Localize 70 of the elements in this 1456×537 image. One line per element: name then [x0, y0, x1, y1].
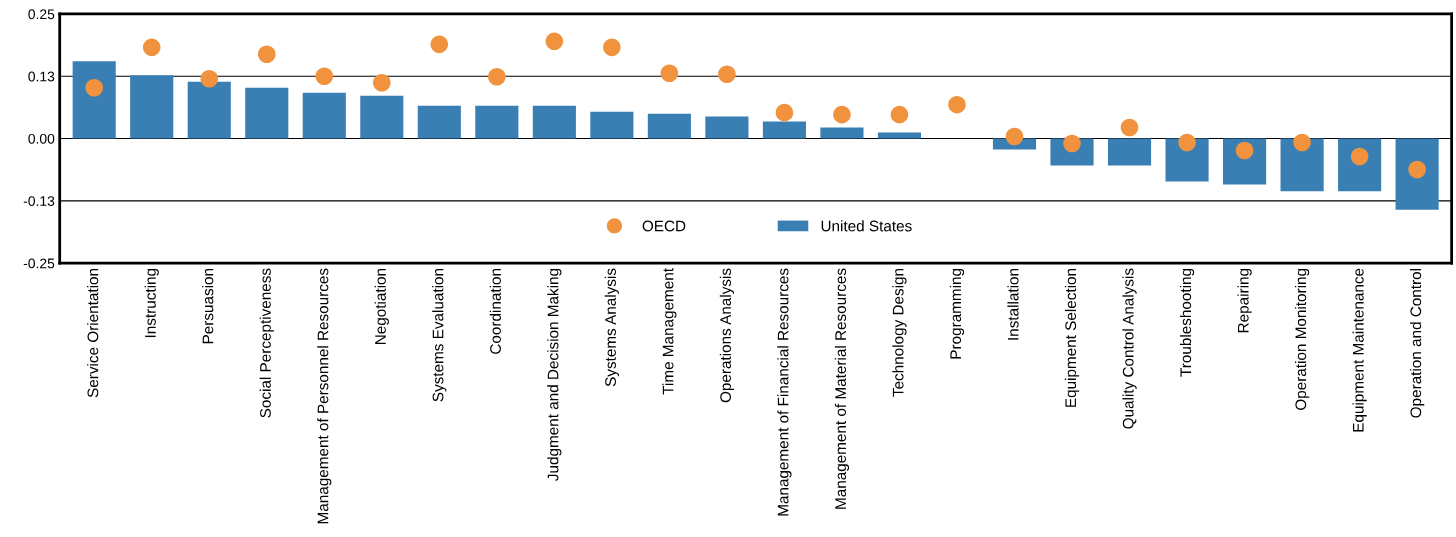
bar [72, 61, 116, 139]
point [257, 45, 276, 64]
bar [532, 105, 576, 139]
x-tick-label: Equipment Selection [1064, 268, 1080, 407]
bar [590, 111, 634, 139]
x-tick-label: Coordination [489, 268, 501, 354]
y-tick-label: 0.13 [28, 71, 55, 82]
x-tick-label: Management of Personnel Resources [317, 268, 332, 524]
x-tick-label: Negotiation [374, 268, 389, 345]
x-tick-label: Operation and Control [1410, 269, 1425, 418]
x-tick-label: Equipment Maintenance [1352, 268, 1367, 432]
point [200, 69, 219, 88]
bar [1280, 138, 1324, 192]
point [948, 95, 966, 114]
legend-label: OECD [642, 220, 686, 232]
x-tick-label: Service Orientation [87, 268, 99, 398]
x-tick-label: Management of Financial Resources [777, 268, 792, 516]
y-tick-label: -0.25 [23, 258, 55, 269]
point [1005, 127, 1024, 146]
point [142, 38, 161, 57]
x-tick-label: Technology Design [892, 268, 907, 397]
x-tick-label: Management of Material Resources [834, 268, 850, 509]
point [775, 103, 794, 122]
x-tick-label: Operations Analysis [719, 268, 735, 403]
point [1178, 133, 1196, 152]
x-tick-label: Systems Evaluation [432, 268, 447, 402]
bar [1395, 138, 1439, 210]
x-tick-label: Social Perceptiveness [259, 268, 274, 418]
x-tick-label: Repairing [1237, 268, 1252, 333]
x-tick-label: Time Management [662, 268, 677, 395]
bar [130, 75, 174, 139]
point [1235, 141, 1254, 160]
bar [187, 81, 231, 139]
bar [475, 105, 519, 139]
point [1293, 133, 1311, 152]
bar [877, 132, 922, 139]
y-tick-label: -0.13 [23, 196, 55, 207]
point [373, 73, 391, 92]
point [603, 38, 621, 57]
bar [647, 113, 691, 139]
y-tick-label: 0.00 [28, 133, 55, 144]
point [488, 67, 506, 86]
point [430, 35, 449, 54]
x-tick-label: Persuasion [202, 268, 214, 344]
bar [245, 87, 289, 139]
point [660, 64, 679, 83]
point [85, 78, 103, 97]
bar [302, 92, 346, 139]
point [890, 105, 909, 124]
x-tick-label: Installation [1007, 268, 1019, 340]
bar [705, 116, 749, 139]
point [1120, 118, 1139, 137]
bar [820, 127, 864, 139]
bar [360, 95, 404, 139]
legend-label: United States [821, 220, 912, 232]
x-tick-label: Judgment and Decision Making [547, 268, 562, 481]
x-tick-label: Operation Monitoring [1294, 268, 1310, 410]
x-tick-label: Instructing [144, 268, 159, 338]
point [545, 32, 564, 51]
x-tick-label: Programming [949, 268, 965, 359]
x-tick-label: Quality Control Analysis [1122, 268, 1137, 429]
point [833, 105, 851, 124]
bar [762, 121, 806, 139]
x-tick-label: Troubleshooting [1179, 268, 1195, 377]
bar [417, 105, 461, 139]
point [315, 67, 334, 86]
bar [1107, 138, 1152, 166]
y-tick-label: 0.25 [28, 9, 55, 20]
x-tick-label: Systems Analysis [604, 268, 619, 387]
point [718, 65, 736, 84]
